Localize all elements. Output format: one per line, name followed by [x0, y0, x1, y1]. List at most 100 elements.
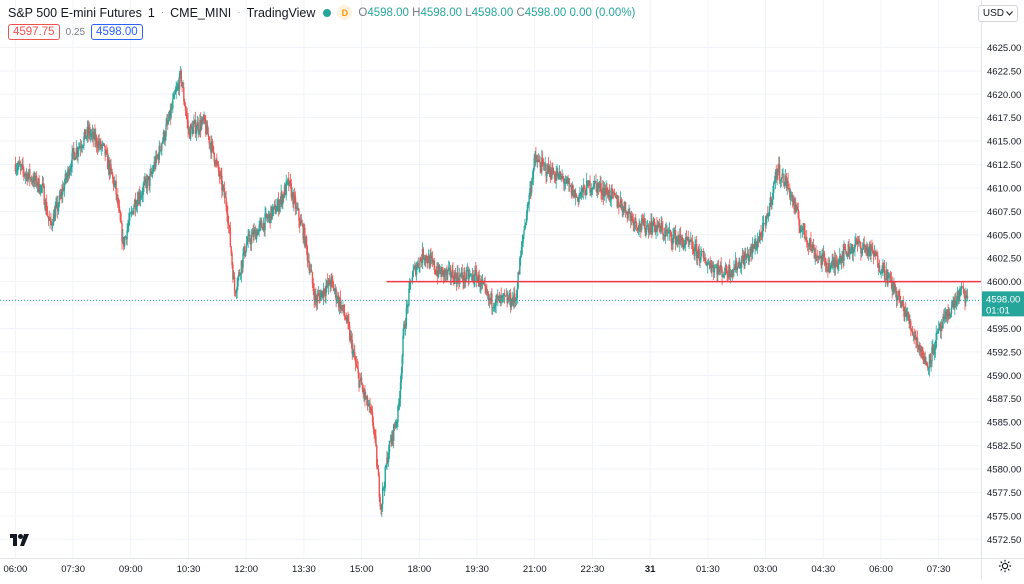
- market-status-icon[interactable]: [323, 8, 332, 17]
- horizontal-line-layer[interactable]: [0, 280, 981, 301]
- candle-body: [605, 187, 607, 195]
- candle-body: [519, 255, 522, 259]
- candle-body: [505, 295, 507, 297]
- y-tick-label: 4610.00: [987, 183, 1021, 194]
- sell-price-button[interactable]: 4597.75: [8, 24, 60, 40]
- candle-body: [629, 211, 631, 214]
- candle-body: [111, 169, 113, 174]
- candle-body: [109, 164, 111, 174]
- candle-body: [385, 466, 387, 468]
- candle-body: [165, 124, 167, 137]
- candle-body: [26, 173, 28, 181]
- candle-body: [671, 241, 673, 245]
- candle-body: [340, 305, 342, 310]
- tradingview-logo-icon[interactable]: [10, 533, 32, 549]
- candle-body: [692, 248, 695, 252]
- candle-body: [557, 171, 559, 179]
- candle-body: [588, 180, 590, 186]
- low-value: 4598.00: [471, 6, 514, 19]
- candle-body: [738, 262, 740, 264]
- candle-body: [322, 288, 325, 299]
- candle-body: [770, 197, 772, 205]
- candle-body: [769, 197, 772, 207]
- candle-body: [293, 194, 296, 198]
- candle-body: [565, 178, 568, 184]
- settings-gear-icon[interactable]: [998, 559, 1012, 573]
- candle-body: [837, 262, 839, 268]
- candle-body: [442, 267, 444, 270]
- x-tick-label: 07:30: [61, 564, 85, 575]
- candle-body: [663, 234, 666, 238]
- candle-body: [330, 276, 332, 287]
- candle-body: [934, 347, 937, 350]
- candle-body: [351, 340, 353, 355]
- candle-body: [778, 164, 781, 181]
- candle-body: [570, 185, 573, 195]
- buy-price-button[interactable]: 4598.00: [91, 24, 143, 40]
- candle-body: [676, 237, 678, 240]
- symbol-legend[interactable]: S&P 500 E-mini Futures 1 · CME_MINI · Tr…: [8, 5, 635, 20]
- candle-body: [843, 246, 845, 261]
- candle-body: [417, 262, 419, 268]
- candle-body: [632, 218, 634, 226]
- candle-body: [132, 211, 134, 214]
- candle-body: [672, 234, 674, 245]
- candle-body: [905, 309, 907, 317]
- candle-body: [607, 190, 610, 198]
- candle-body: [529, 187, 531, 195]
- symbol-name[interactable]: S&P 500 E-mini Futures: [8, 5, 142, 20]
- candle-body: [122, 237, 124, 242]
- y-tick-label: 4612.50: [987, 160, 1021, 171]
- candle-body: [126, 230, 128, 240]
- currency-selector[interactable]: USD: [977, 5, 1018, 22]
- candle-body: [619, 199, 622, 207]
- interval-label[interactable]: 1: [147, 5, 155, 20]
- candle-body: [23, 173, 26, 177]
- candle-body: [689, 241, 691, 243]
- candle-body: [552, 173, 555, 175]
- candle-body: [75, 148, 78, 158]
- candle-body: [670, 232, 673, 242]
- low-key: L: [465, 6, 472, 19]
- candle-body: [953, 300, 955, 308]
- candle-body: [658, 223, 661, 228]
- delayed-badge[interactable]: D: [337, 5, 353, 20]
- candle-body: [102, 143, 105, 145]
- candle-body: [833, 258, 836, 268]
- candle-body: [905, 314, 908, 317]
- candle-body: [399, 382, 402, 399]
- candle-body: [234, 291, 237, 294]
- candle-body: [524, 225, 526, 231]
- candle-body: [903, 307, 905, 317]
- candle-body: [504, 295, 507, 297]
- candle-body: [861, 248, 863, 254]
- candle-body: [369, 403, 371, 409]
- candle-body: [383, 487, 386, 489]
- candle-body: [404, 323, 406, 329]
- candle-body: [717, 265, 719, 275]
- candle-body: [49, 218, 51, 221]
- candle-body: [452, 269, 454, 280]
- candle-body: [914, 335, 916, 338]
- candle-body: [251, 232, 254, 235]
- candle-body: [716, 267, 718, 275]
- candle-body: [485, 286, 487, 291]
- y-tick-label: 4620.00: [987, 90, 1021, 101]
- x-tick-label: 03:00: [754, 564, 778, 575]
- candle-body: [739, 262, 741, 268]
- candle-body: [233, 276, 235, 280]
- candle-body: [209, 143, 211, 145]
- candle-body: [789, 187, 791, 198]
- candle-body: [927, 365, 929, 369]
- candle-body: [343, 305, 345, 313]
- candle-body: [840, 258, 843, 263]
- candle-body: [249, 241, 252, 245]
- candle-body: [420, 260, 423, 263]
- candle-body: [24, 173, 27, 177]
- candle-body: [127, 225, 129, 231]
- candle-body: [560, 176, 562, 179]
- high-key: H: [412, 6, 421, 19]
- candle-body: [899, 295, 901, 301]
